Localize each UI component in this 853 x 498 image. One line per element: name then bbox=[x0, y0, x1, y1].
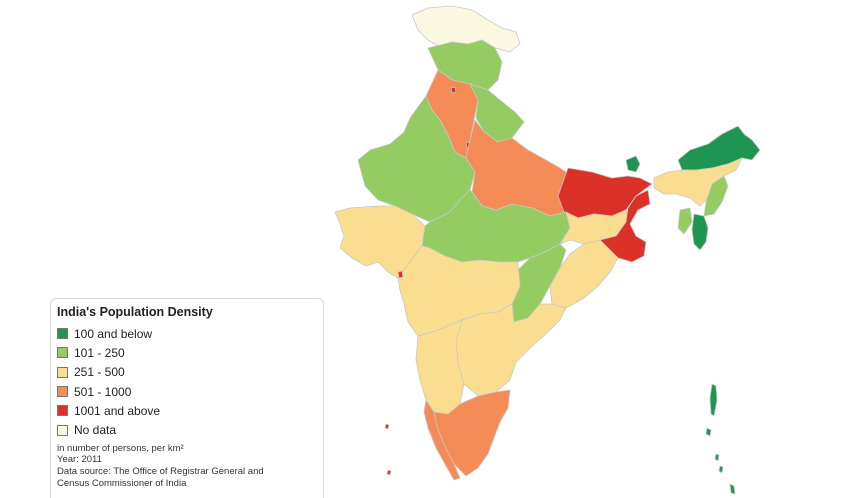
source-note-line-1: Data source: The Office of Registrar Gen… bbox=[57, 466, 264, 478]
region-uttar-pradesh[interactable] bbox=[465, 119, 577, 217]
legend-swatch bbox=[57, 386, 68, 398]
region-andaman-small-1[interactable] bbox=[705, 427, 712, 437]
region-west-bengal[interactable] bbox=[599, 189, 651, 263]
year-note: Year: 2011 bbox=[57, 454, 102, 466]
legend-label: No data bbox=[74, 423, 117, 438]
region-mizoram[interactable] bbox=[691, 213, 709, 251]
region-lakshadweep[interactable] bbox=[386, 469, 392, 476]
region-puducherry[interactable] bbox=[384, 423, 390, 430]
region-tripura[interactable] bbox=[677, 207, 693, 235]
region-tamil-nadu[interactable] bbox=[433, 389, 511, 477]
legend-title: India's Population Density bbox=[57, 305, 213, 319]
region-andaman-islands[interactable] bbox=[709, 383, 718, 417]
legend-item-no-data[interactable]: No data bbox=[57, 420, 316, 439]
region-nicobar-3[interactable] bbox=[729, 483, 736, 495]
source-note-line-2: Census Commissioner of India bbox=[57, 477, 187, 489]
region-nicobar-2[interactable] bbox=[718, 465, 724, 474]
legend-notes: in number of persons, per km² Year: 2011… bbox=[57, 443, 316, 490]
legend-swatch bbox=[57, 405, 68, 417]
region-arunachal-pradesh[interactable] bbox=[677, 125, 761, 171]
legend-label: 101 - 250 bbox=[74, 345, 125, 360]
legend-swatch bbox=[57, 366, 68, 378]
region-jammu-kashmir[interactable] bbox=[411, 5, 521, 53]
legend-label: 1001 and above bbox=[74, 403, 161, 418]
region-daman-diu[interactable] bbox=[397, 270, 404, 279]
legend-swatch bbox=[57, 424, 68, 436]
legend-label: 501 - 1000 bbox=[74, 384, 132, 399]
legend-label: 100 and below bbox=[74, 326, 153, 341]
legend-item-1001-and-above[interactable]: 1001 and above bbox=[57, 401, 316, 420]
region-andhra-telangana[interactable] bbox=[455, 303, 567, 397]
legend-item-251-500[interactable]: 251 - 500 bbox=[57, 363, 316, 382]
legend-item-501-1000[interactable]: 501 - 1000 bbox=[57, 382, 316, 401]
legend-panel: India's Population Density 100 and below… bbox=[50, 298, 324, 498]
legend-swatch bbox=[57, 328, 68, 340]
unit-note: in number of persons, per km² bbox=[57, 442, 184, 454]
legend-item-100-and-below[interactable]: 100 and below bbox=[57, 324, 316, 343]
region-sikkim[interactable] bbox=[625, 155, 641, 173]
region-karnataka[interactable] bbox=[415, 319, 465, 415]
legend-swatch bbox=[57, 347, 68, 359]
region-nagaland-manipur[interactable] bbox=[703, 175, 729, 217]
region-chandigarh[interactable] bbox=[450, 86, 457, 94]
legend-item-101-250[interactable]: 101 - 250 bbox=[57, 343, 316, 362]
legend-label: 251 - 500 bbox=[74, 365, 125, 380]
region-nicobar-1[interactable] bbox=[714, 453, 720, 462]
